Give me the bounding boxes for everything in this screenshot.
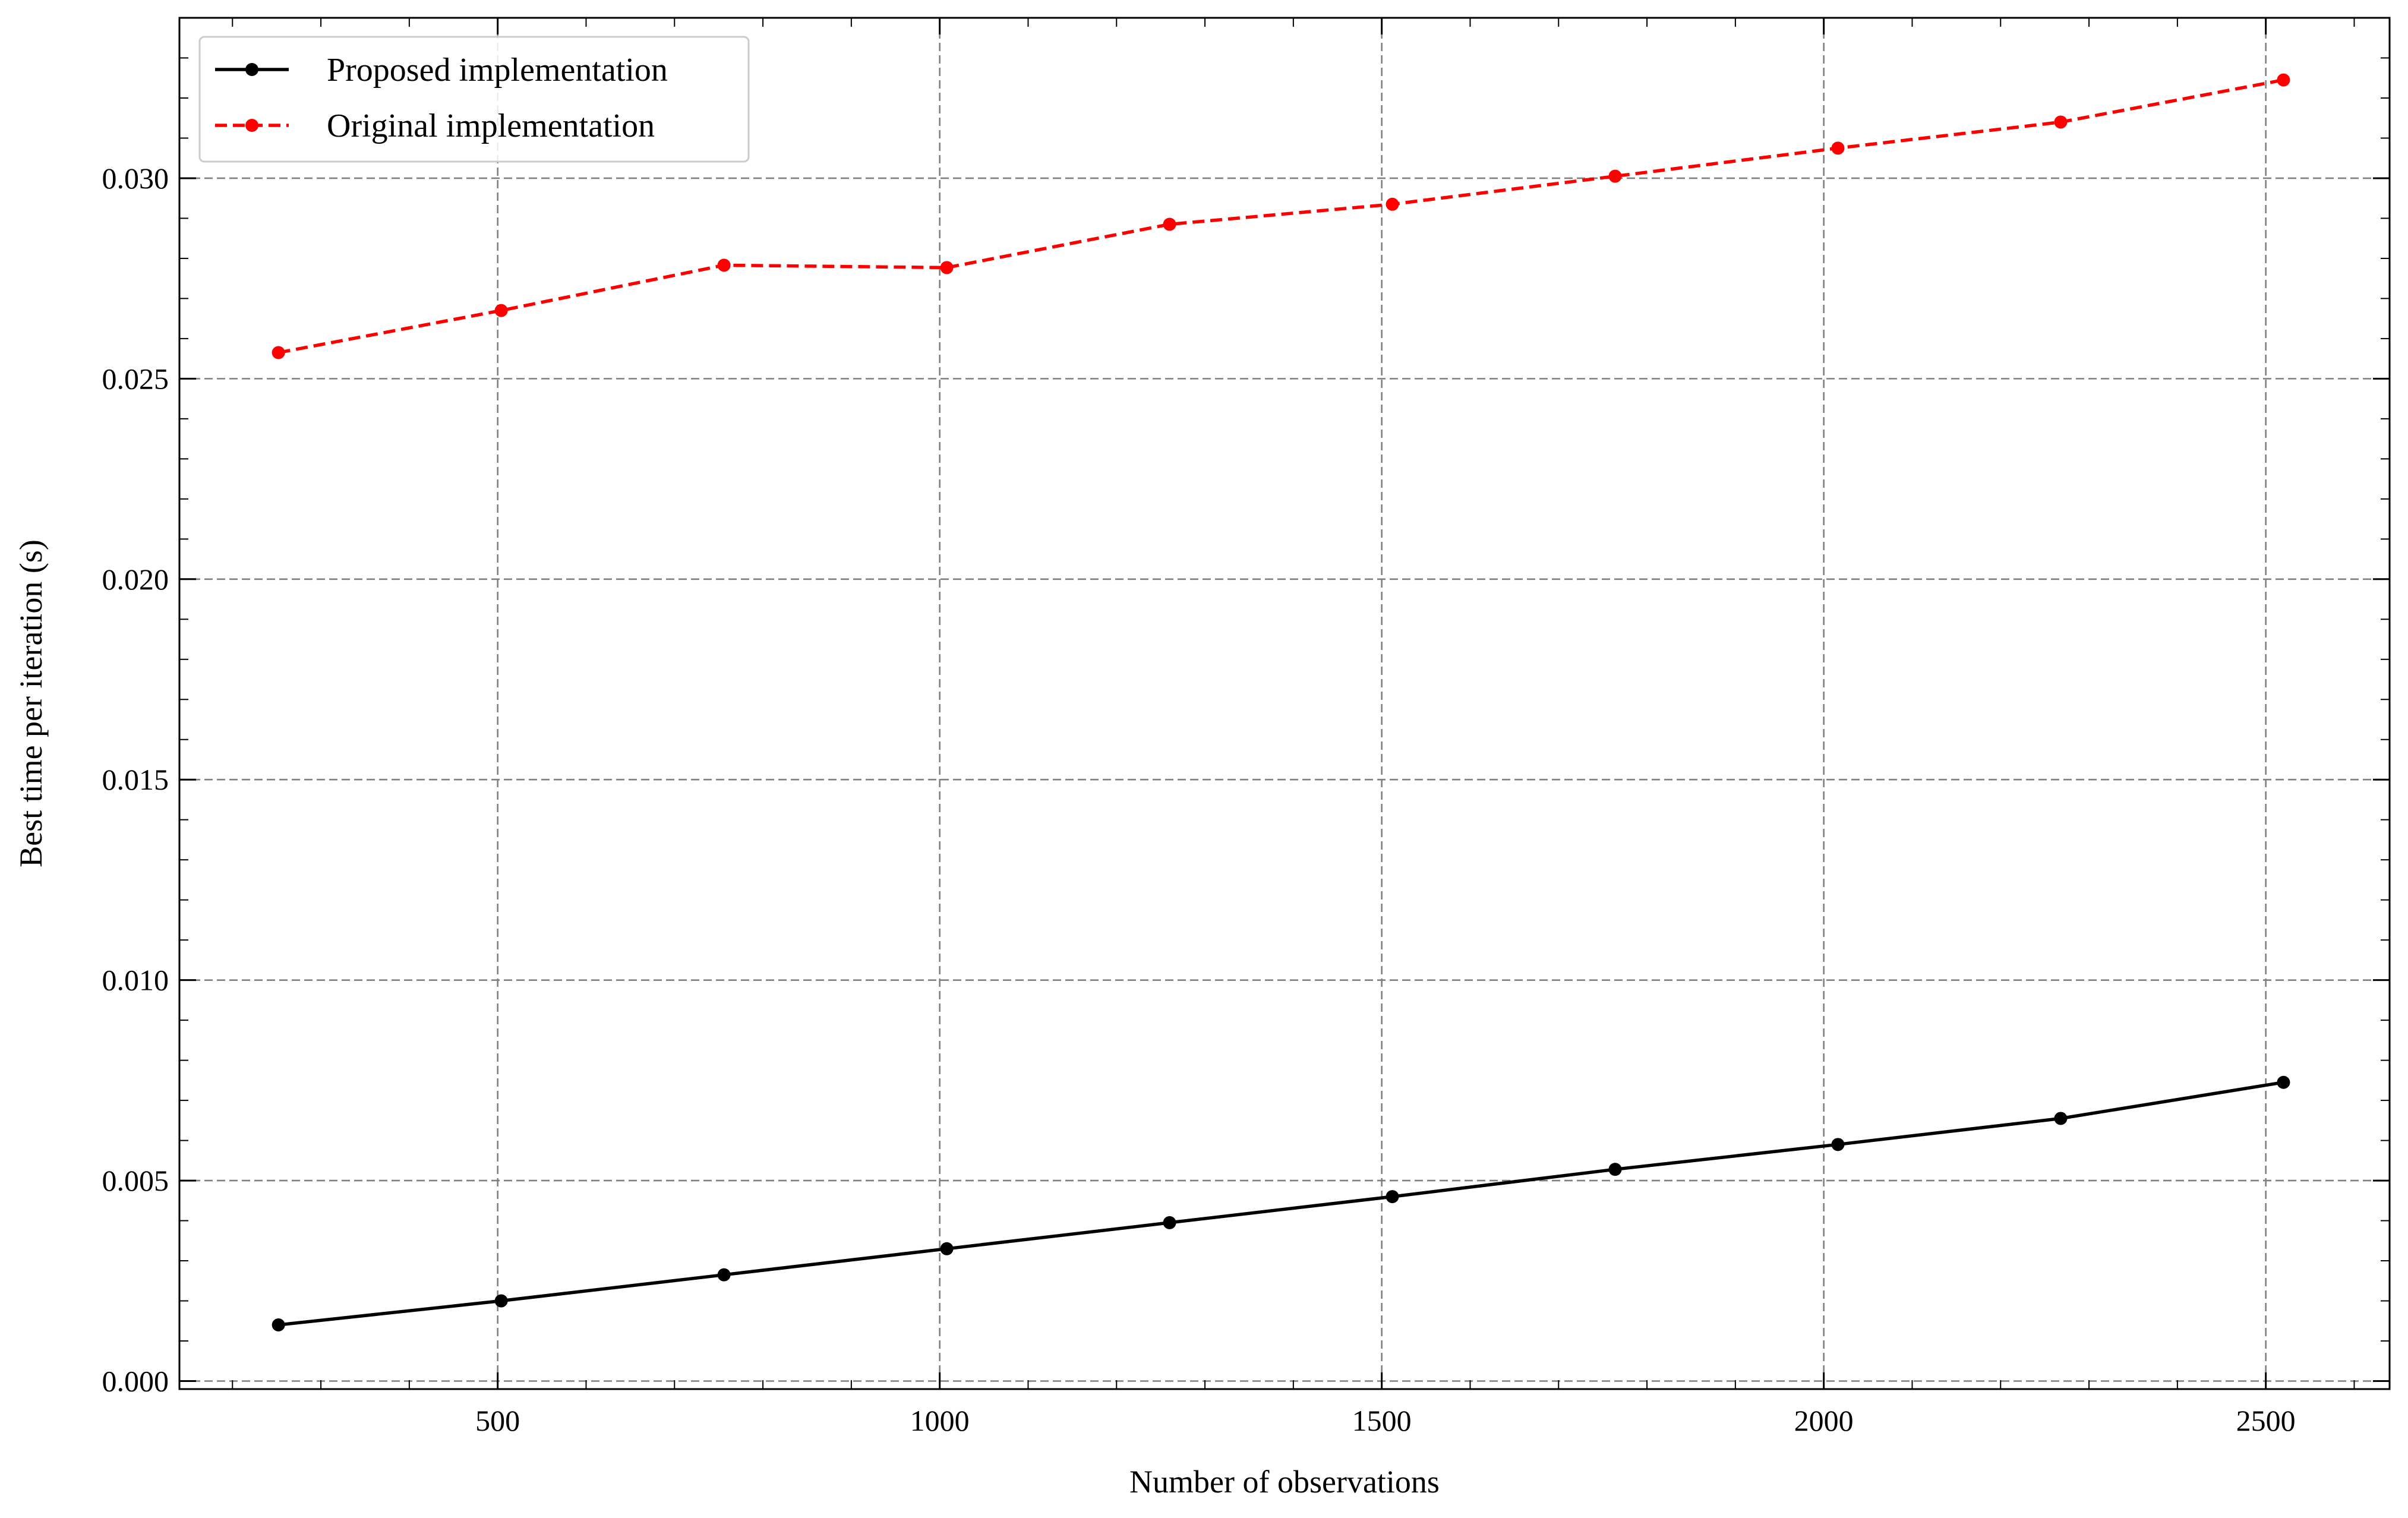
- x-axis-label: Number of observations: [1129, 1464, 1440, 1500]
- y-tick-label: 0.030: [102, 162, 169, 195]
- legend: Proposed implementation Original implemen…: [198, 36, 750, 163]
- series-2-point: [1386, 197, 1399, 211]
- series-1-point: [940, 1242, 954, 1255]
- legend-marker-1: [245, 63, 258, 76]
- x-tick-label: 500: [475, 1404, 520, 1437]
- y-tick-label: 0.005: [102, 1164, 169, 1197]
- series-2-point: [2054, 115, 2068, 129]
- series-layer: [272, 73, 2290, 1332]
- y-tick-label: 0.000: [102, 1365, 169, 1398]
- series-2-point: [717, 258, 731, 272]
- plot-frame: [178, 17, 2391, 1390]
- y-tick-label: 0.020: [102, 563, 169, 596]
- series-2-point: [272, 346, 285, 359]
- series-2-point: [1831, 141, 1845, 155]
- y-tick-label: 0.010: [102, 964, 169, 997]
- x-tick-label: 2500: [2236, 1404, 2296, 1437]
- series-1-point: [494, 1294, 508, 1308]
- series-2-point: [1163, 217, 1176, 231]
- grid: [179, 18, 2390, 1389]
- legend-marker-2: [245, 119, 258, 132]
- legend-label-2: Original implementation: [327, 108, 655, 144]
- x-tick-label: 1500: [1352, 1404, 1412, 1437]
- x-tick-label: 1000: [910, 1404, 970, 1437]
- series-1-point: [2054, 1112, 2068, 1125]
- series-2-point: [494, 304, 508, 317]
- series-2-point: [2277, 73, 2290, 87]
- y-axis-label: Best time per iteration (s): [13, 539, 49, 867]
- series-1-point: [1831, 1138, 1845, 1151]
- legend-box: [198, 36, 750, 163]
- series-1-point: [272, 1318, 285, 1332]
- series-1-point: [1386, 1190, 1399, 1204]
- series-2-point: [940, 261, 954, 274]
- legend-label-1: Proposed implementation: [327, 52, 668, 89]
- series-line-1: [278, 1080, 2284, 1327]
- x-tick-label: 2000: [1794, 1404, 1854, 1437]
- series-2-point: [1608, 169, 1622, 183]
- series-1-point: [1608, 1163, 1622, 1176]
- y-tick-label: 0.015: [102, 763, 169, 796]
- series-1-point: [1163, 1216, 1176, 1229]
- series-1-point: [717, 1268, 731, 1282]
- series-1-point: [2277, 1075, 2290, 1089]
- y-tick-label: 0.025: [102, 362, 169, 395]
- series-line-2: [278, 78, 2284, 355]
- ticks-layer: 500 1000 1500 2000 2500 0.000 0.005 0.010 0.015 0…: [102, 17, 2390, 1437]
